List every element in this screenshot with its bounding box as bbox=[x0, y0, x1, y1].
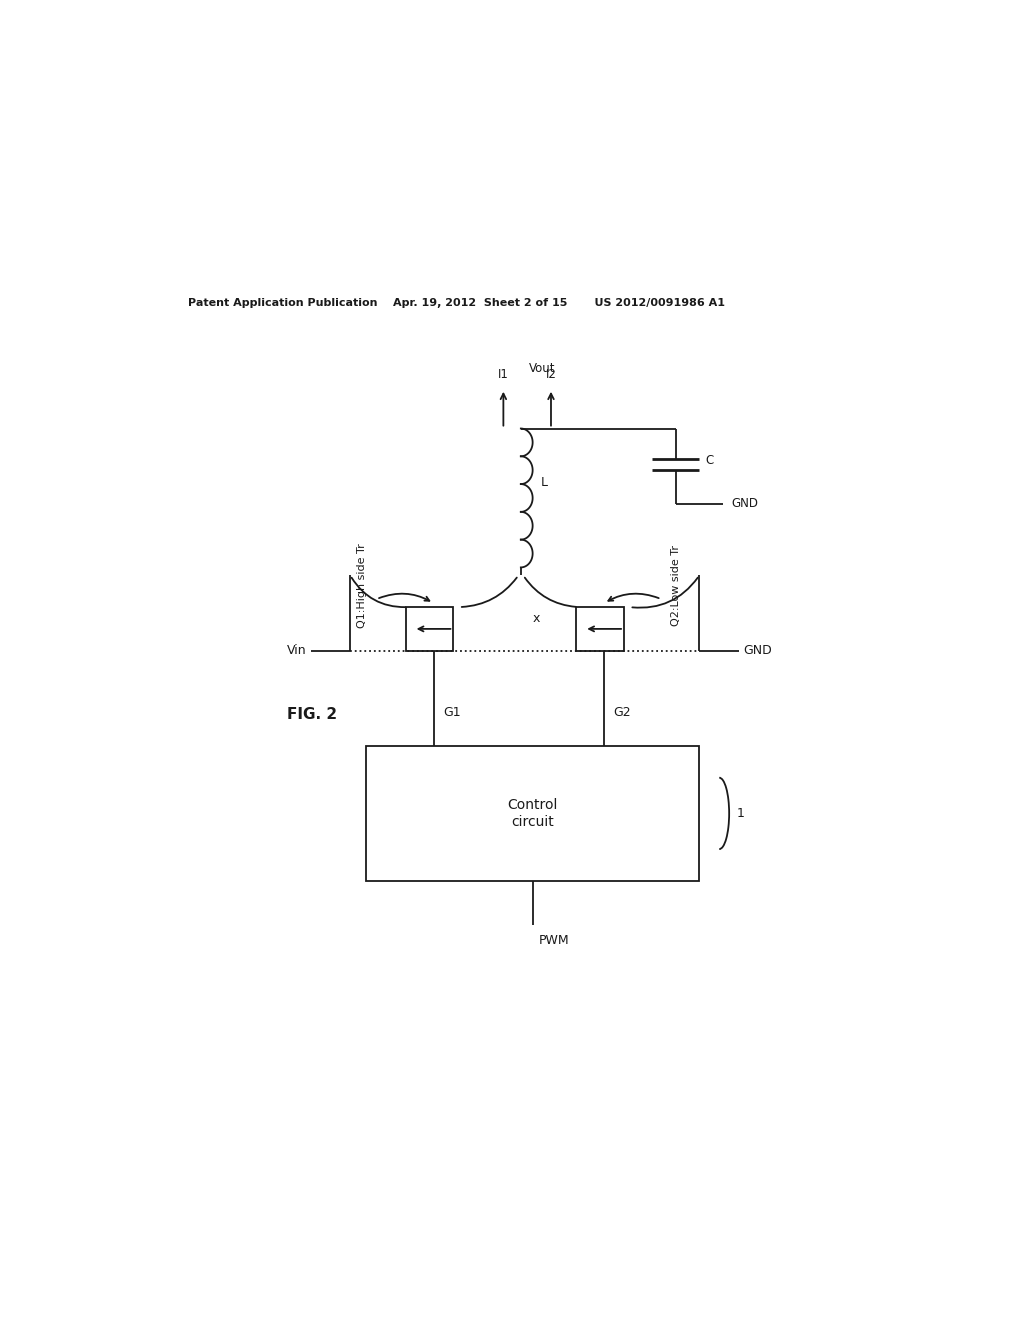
Text: Q2:Low side Tr: Q2:Low side Tr bbox=[671, 545, 681, 626]
Text: GND: GND bbox=[731, 498, 758, 511]
Text: 1: 1 bbox=[736, 807, 744, 820]
Text: FIG. 2: FIG. 2 bbox=[287, 706, 337, 722]
Text: GND: GND bbox=[743, 644, 772, 657]
Text: Vout: Vout bbox=[528, 362, 555, 375]
Text: C: C bbox=[706, 454, 714, 467]
Text: G1: G1 bbox=[443, 706, 461, 718]
Text: L: L bbox=[541, 475, 548, 488]
Text: I2: I2 bbox=[546, 368, 556, 381]
Text: x: x bbox=[532, 612, 540, 626]
Text: I1: I1 bbox=[498, 368, 509, 381]
Bar bbox=[367, 746, 699, 880]
Text: Vin: Vin bbox=[287, 644, 306, 657]
Text: Q1:High side Tr: Q1:High side Tr bbox=[357, 543, 368, 627]
Text: Patent Application Publication    Apr. 19, 2012  Sheet 2 of 15       US 2012/009: Patent Application Publication Apr. 19, … bbox=[187, 297, 725, 308]
Bar bbox=[577, 607, 624, 651]
Text: G2: G2 bbox=[613, 706, 632, 718]
Bar bbox=[406, 607, 454, 651]
Text: PWM: PWM bbox=[539, 935, 569, 946]
Text: Control
circuit: Control circuit bbox=[508, 799, 558, 829]
